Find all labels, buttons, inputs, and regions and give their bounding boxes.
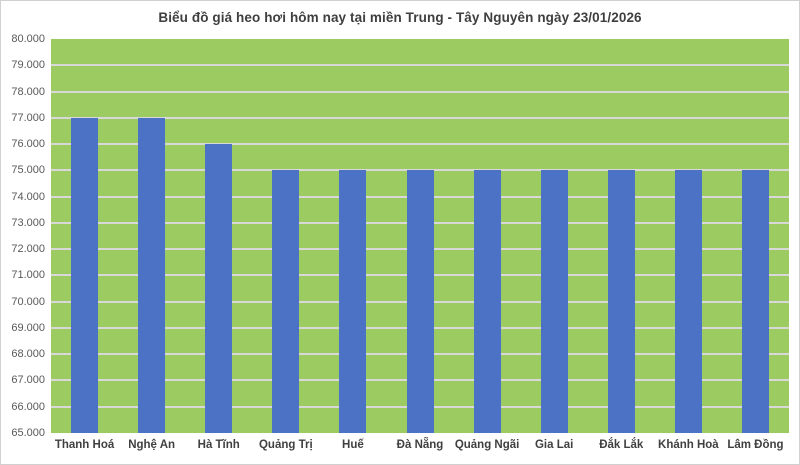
gridline	[51, 90, 789, 93]
bar-10	[674, 170, 702, 433]
y-tick-label: 67.000	[11, 374, 45, 387]
x-axis: Thanh Hoá Nghệ An Hà Tĩnh Quảng Trị Huế Đà Nẵ…	[51, 437, 789, 461]
gridline	[51, 116, 789, 119]
x-tick-label: Hà Tĩnh	[197, 439, 240, 451]
y-tick-label: 65.000	[11, 427, 45, 439]
y-tick-label: 75.000	[11, 164, 45, 177]
y-tick-label: 74.000	[11, 190, 45, 203]
y-tick-label: 77.000	[11, 111, 45, 124]
x-tick-label: Lâm Đồng	[727, 439, 784, 451]
y-tick-label: 70.000	[11, 295, 45, 308]
bar-3	[205, 144, 233, 433]
y-tick-label: 72.000	[11, 243, 45, 256]
y-tick-label: 69.000	[11, 321, 45, 334]
x-tick-label: Huế	[342, 439, 364, 451]
x-tick-label: Khánh Hoà	[658, 439, 719, 451]
bar-6	[406, 170, 434, 433]
x-tick-label: Quảng Ngãi	[454, 439, 520, 451]
y-tick-label: 79.000	[11, 59, 45, 72]
bar-9	[607, 170, 635, 433]
x-tick-label: Quảng Trị	[258, 439, 313, 451]
gridline	[51, 143, 789, 146]
x-tick-label: Đà Nẵng	[396, 439, 444, 451]
gridline	[51, 169, 789, 172]
y-tick-label: 78.000	[11, 85, 45, 98]
chart-title: Biểu đồ giá heo hơi hôm nay tại miền Tru…	[158, 10, 642, 25]
bar-7	[473, 170, 501, 433]
bar-1	[71, 117, 99, 433]
x-tick-label: Gia Lai	[534, 439, 574, 451]
bar-4	[272, 170, 300, 433]
y-tick-label: 66.000	[11, 400, 45, 413]
gridline	[51, 64, 789, 67]
plot-area	[51, 39, 789, 433]
y-tick-label: 71.000	[11, 269, 45, 282]
x-tick-label: Nghệ An	[128, 439, 176, 451]
y-tick-label: 73.000	[11, 216, 45, 229]
bar-2	[138, 117, 166, 433]
y-tick-label: 76.000	[11, 138, 45, 151]
bar-5	[339, 170, 367, 433]
y-tick-label: 80.000	[11, 33, 45, 45]
x-tick-label: Đắk Lắk	[599, 439, 644, 451]
bar-11	[741, 170, 769, 433]
x-tick-label: Thanh Hoá	[54, 439, 115, 451]
bar-8	[540, 170, 568, 433]
y-axis: 80.000 79.000 78.000 77.000 76.000 75.000 74.0…	[1, 33, 45, 439]
y-tick-label: 68.000	[11, 348, 45, 361]
